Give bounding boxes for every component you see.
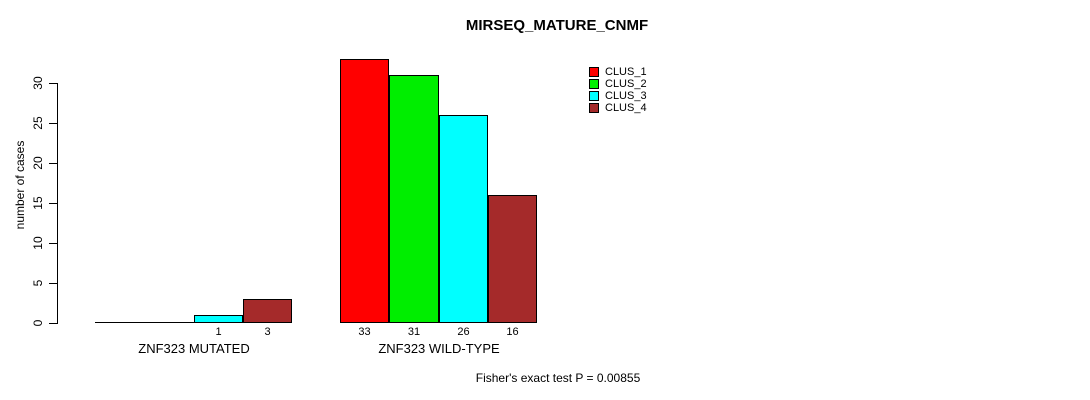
y-tick-mark [49, 163, 57, 164]
bar-CLUS_3 [194, 315, 243, 323]
y-axis-line [57, 83, 58, 324]
bar-CLUS_4 [488, 195, 537, 323]
y-tick-mark [49, 283, 57, 284]
bar-value-label: 31 [407, 326, 421, 338]
y-tick-mark [49, 323, 57, 324]
bar-CLUS_2-zero [144, 322, 194, 323]
y-tick-label: 30 [31, 76, 45, 90]
bar-CLUS_4 [243, 299, 292, 323]
y-tick-mark [49, 123, 57, 124]
x-group-label: ZNF323 MUTATED [138, 341, 250, 356]
legend-label: CLUS_2 [605, 78, 647, 90]
legend-row-CLUS_2: CLUS_2 [589, 78, 647, 90]
legend-swatch-CLUS_1 [589, 67, 599, 77]
legend-label: CLUS_1 [605, 66, 647, 78]
legend-row-CLUS_4: CLUS_4 [589, 102, 647, 114]
bar-value-label: 3 [264, 326, 271, 338]
bar-CLUS_1-zero [95, 322, 144, 323]
y-tick-mark [49, 203, 57, 204]
bar-CLUS_1 [340, 59, 389, 323]
bar-CLUS_2 [389, 75, 439, 323]
legend-row-CLUS_1: CLUS_1 [589, 66, 647, 78]
legend-swatch-CLUS_2 [589, 79, 599, 89]
bar-value-label: 33 [358, 326, 371, 338]
legend-swatch-CLUS_4 [589, 103, 599, 113]
bar-value-label: 16 [506, 326, 519, 338]
chart-title: MIRSEQ_MATURE_CNMF [465, 17, 649, 34]
bar-CLUS_3 [439, 115, 488, 323]
y-axis-label: number of cases [13, 140, 27, 230]
legend: CLUS_1 CLUS_2 CLUS_3 CLUS_4 [589, 66, 647, 114]
x-group-label: ZNF323 WILD-TYPE [378, 341, 500, 356]
legend-row-CLUS_3: CLUS_3 [589, 90, 647, 102]
y-tick-mark [49, 83, 57, 84]
legend-swatch-CLUS_3 [589, 91, 599, 101]
y-tick-mark [49, 243, 57, 244]
fisher-test-annotation: Fisher's exact test P = 0.00855 [475, 371, 641, 385]
legend-label: CLUS_4 [605, 102, 647, 114]
legend-label: CLUS_3 [605, 90, 647, 102]
bar-value-label: 1 [215, 326, 222, 338]
bar-value-label: 26 [457, 326, 470, 338]
